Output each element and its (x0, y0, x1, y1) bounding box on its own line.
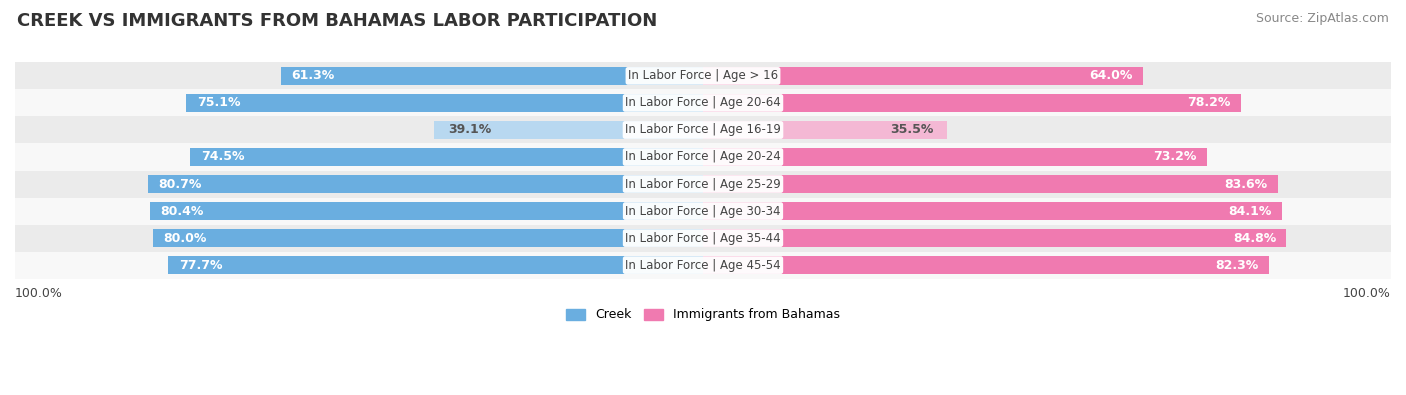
Bar (703, 229, 1286, 247)
Bar (15, 252, 1391, 278)
Bar (15, 117, 1391, 143)
Text: In Labor Force | Age 45-54: In Labor Force | Age 45-54 (626, 259, 780, 272)
Text: Source: ZipAtlas.com: Source: ZipAtlas.com (1256, 12, 1389, 25)
Bar (15, 89, 1391, 117)
Text: 84.8%: 84.8% (1233, 231, 1277, 245)
Text: 83.6%: 83.6% (1225, 177, 1268, 190)
Text: 77.7%: 77.7% (179, 259, 222, 272)
Text: 80.4%: 80.4% (160, 205, 204, 218)
Text: In Labor Force | Age 35-44: In Labor Force | Age 35-44 (626, 231, 780, 245)
Bar (150, 202, 703, 220)
Text: 61.3%: 61.3% (291, 70, 335, 83)
Text: 73.2%: 73.2% (1153, 150, 1197, 164)
Bar (703, 202, 1282, 220)
Text: 75.1%: 75.1% (197, 96, 240, 109)
Bar (15, 198, 1391, 225)
Bar (703, 175, 1278, 193)
Bar (703, 67, 1143, 85)
Text: 80.0%: 80.0% (163, 231, 207, 245)
Bar (169, 256, 703, 274)
Text: 78.2%: 78.2% (1187, 96, 1230, 109)
Text: 84.1%: 84.1% (1227, 205, 1271, 218)
Bar (190, 148, 703, 166)
Bar (703, 148, 1206, 166)
Bar (15, 171, 1391, 198)
Text: In Labor Force | Age > 16: In Labor Force | Age > 16 (628, 70, 778, 83)
Bar (15, 143, 1391, 171)
Text: CREEK VS IMMIGRANTS FROM BAHAMAS LABOR PARTICIPATION: CREEK VS IMMIGRANTS FROM BAHAMAS LABOR P… (17, 12, 657, 30)
Bar (703, 94, 1241, 112)
Text: 74.5%: 74.5% (201, 150, 245, 164)
Bar (703, 256, 1270, 274)
Bar (148, 175, 703, 193)
Bar (703, 121, 948, 139)
Text: In Labor Force | Age 20-64: In Labor Force | Age 20-64 (626, 96, 780, 109)
Text: In Labor Force | Age 16-19: In Labor Force | Age 16-19 (626, 124, 780, 136)
Text: 35.5%: 35.5% (890, 124, 934, 136)
Legend: Creek, Immigrants from Bahamas: Creek, Immigrants from Bahamas (561, 303, 845, 326)
Text: In Labor Force | Age 30-34: In Labor Force | Age 30-34 (626, 205, 780, 218)
Text: In Labor Force | Age 25-29: In Labor Force | Age 25-29 (626, 177, 780, 190)
Bar (187, 94, 703, 112)
Bar (153, 229, 703, 247)
Bar (15, 225, 1391, 252)
Text: 100.0%: 100.0% (1343, 287, 1391, 300)
Bar (281, 67, 703, 85)
Text: 80.7%: 80.7% (157, 177, 201, 190)
Bar (15, 62, 1391, 89)
Text: 39.1%: 39.1% (447, 124, 491, 136)
Text: In Labor Force | Age 20-24: In Labor Force | Age 20-24 (626, 150, 780, 164)
Text: 82.3%: 82.3% (1216, 259, 1258, 272)
Text: 64.0%: 64.0% (1090, 70, 1133, 83)
Text: 100.0%: 100.0% (15, 287, 63, 300)
Bar (434, 121, 703, 139)
